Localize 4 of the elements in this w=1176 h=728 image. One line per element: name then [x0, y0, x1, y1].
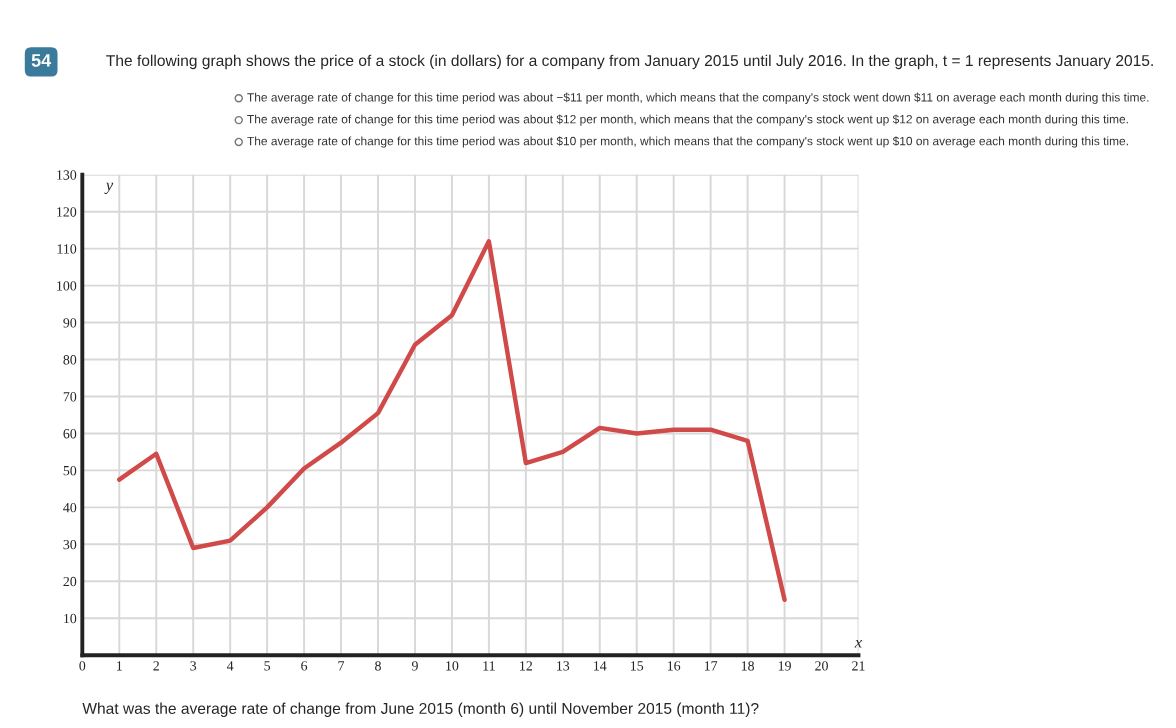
- y-axis-title: y: [104, 182, 114, 194]
- x-axis-title: x: [854, 639, 863, 648]
- text: 54: [31, 54, 52, 67]
- line-series: [117, 239, 787, 602]
